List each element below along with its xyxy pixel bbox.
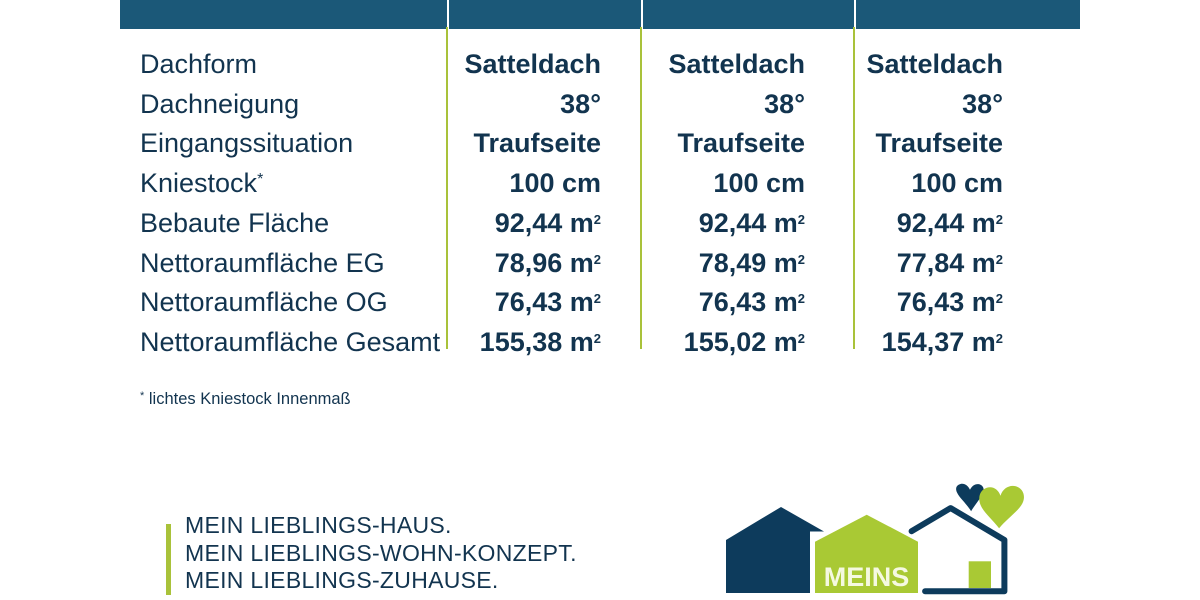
svg-text:MEINS: MEINS [824, 562, 910, 592]
